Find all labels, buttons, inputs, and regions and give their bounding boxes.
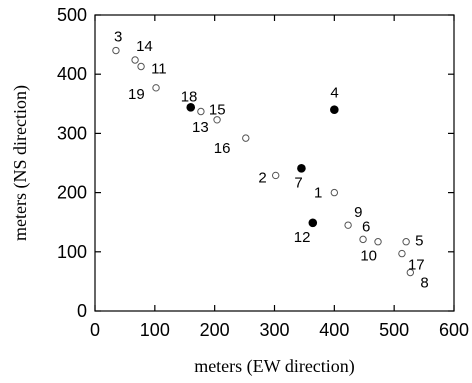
y-tick-label: 200	[57, 183, 87, 203]
point-marker-7	[297, 164, 306, 173]
point-label-9: 9	[354, 204, 362, 221]
point-marker-3	[112, 46, 120, 55]
x-tick-label: 400	[319, 320, 349, 340]
point-label-15: 15	[209, 101, 226, 118]
point-label-17: 17	[408, 257, 425, 274]
point-label-4: 4	[330, 85, 338, 102]
x-axis-title: meters (EW direction)	[194, 356, 355, 377]
point-label-19: 19	[128, 86, 145, 103]
x-tick-label: 200	[200, 320, 230, 340]
point-label-5: 5	[415, 233, 423, 250]
y-axis-ticks: 0 100 200 300 400 500	[57, 5, 454, 321]
point-label-16: 16	[214, 140, 231, 157]
y-axis-title: meters (NS direction)	[10, 85, 31, 241]
x-tick-label: 600	[439, 320, 469, 340]
point-marker-1	[330, 188, 339, 197]
point-label-18: 18	[181, 88, 198, 105]
plot-frame	[94, 14, 455, 312]
point-label-12: 12	[294, 229, 311, 246]
point-marker-14	[131, 56, 139, 64]
point-marker-12	[308, 218, 318, 228]
point-label-13: 13	[192, 119, 209, 136]
y-tick-label: 300	[57, 123, 87, 143]
point-marker-13	[213, 116, 221, 124]
point-marker-10	[374, 238, 382, 246]
x-tick-label: 0	[90, 320, 100, 340]
point-marker-16	[242, 134, 250, 142]
data-points	[112, 46, 415, 277]
point-marker-8	[406, 268, 415, 277]
point-label-3: 3	[114, 29, 122, 46]
point-label-14: 14	[136, 38, 153, 55]
x-axis-ticks: 0 100 200 300 400 500 600	[90, 15, 469, 340]
point-marker-19	[152, 84, 160, 92]
point-marker-4	[330, 105, 339, 115]
point-label-6: 6	[362, 218, 370, 235]
point-marker-18	[186, 103, 196, 112]
y-tick-label: 500	[57, 5, 87, 25]
point-marker-9	[344, 221, 352, 229]
point-marker-6	[359, 235, 367, 244]
point-marker-11	[137, 62, 145, 71]
point-label-11: 11	[151, 61, 167, 78]
point-marker-15	[197, 107, 205, 116]
y-tick-label: 400	[57, 64, 87, 84]
point-label-10: 10	[360, 248, 377, 265]
x-tick-label: 100	[140, 320, 170, 340]
point-label-7: 7	[294, 174, 302, 191]
y-tick-label: 100	[57, 242, 87, 262]
point-label-8: 8	[420, 275, 428, 292]
point-marker-5	[402, 238, 410, 246]
x-tick-label: 500	[379, 320, 409, 340]
point-marker-2	[271, 171, 280, 180]
point-label-2: 2	[258, 169, 266, 186]
x-tick-label: 300	[259, 320, 289, 340]
point-marker-17	[398, 249, 406, 258]
point-label-1: 1	[314, 185, 322, 202]
y-tick-label: 0	[77, 301, 87, 321]
